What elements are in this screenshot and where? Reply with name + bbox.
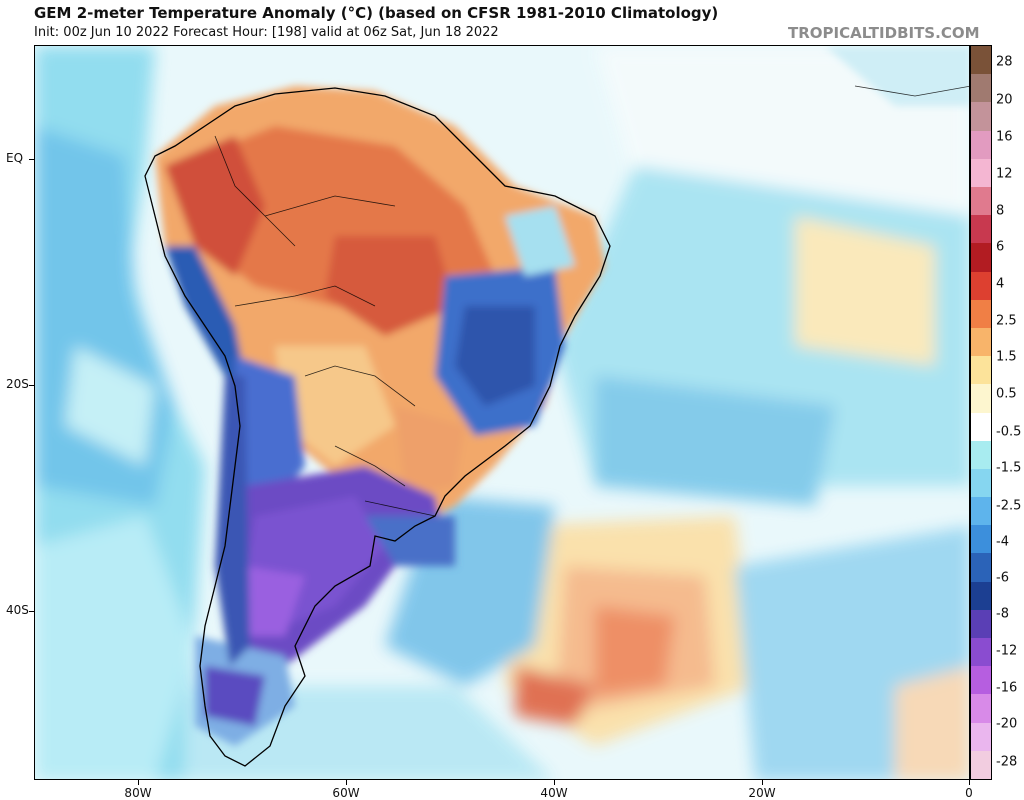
colorbar-label: 6 (996, 239, 1005, 255)
colorbar-label: 4 (996, 276, 1005, 292)
lat-tick-mark (29, 611, 34, 612)
colorbar-segment (971, 299, 991, 329)
lon-tick-mark (138, 780, 139, 785)
colorbar-label: -8 (996, 606, 1009, 622)
colorbar-segment (971, 440, 991, 470)
lat-tick-mark (29, 385, 34, 386)
colorbar-segment (971, 243, 991, 273)
colorbar-label: -1.5 (996, 460, 1022, 476)
colorbar-segment (971, 186, 991, 216)
lat-label-20s: 20S (6, 377, 29, 391)
colorbar-segment (971, 215, 991, 244)
lat-tick-mark (29, 159, 34, 160)
colorbar-segment (971, 356, 991, 385)
lon-tick-mark (969, 780, 970, 785)
colorbar-segment (971, 553, 991, 583)
colorbar-segment (971, 46, 991, 75)
lat-label-eq: EQ (6, 151, 24, 165)
colorbar-label: 16 (996, 129, 1013, 145)
colorbar-label: 28 (996, 54, 1013, 70)
lon-tick-mark (346, 780, 347, 785)
colorbar-segment (971, 638, 991, 667)
colorbar-label: -0.5 (996, 424, 1022, 440)
colorbar-label: 0.5 (996, 386, 1017, 402)
colorbar-label: 12 (996, 166, 1013, 182)
lon-label-80w: 80W (124, 786, 152, 800)
colorbar-label: -12 (996, 643, 1018, 659)
lon-label-40w: 40W (540, 786, 568, 800)
lat-label-40s: 40S (6, 603, 29, 617)
colorbar-label: 2.5 (996, 313, 1017, 329)
colorbar-segment (971, 497, 991, 526)
colorbar-label: 8 (996, 203, 1005, 219)
colorbar-segment (971, 158, 991, 188)
colorbar-segment (971, 609, 991, 639)
colorbar-segment (971, 468, 991, 498)
colorbar-segment (971, 102, 991, 132)
colorbar (970, 45, 992, 780)
colorbar-label: 20 (996, 92, 1013, 108)
colorbar-segment (971, 271, 991, 301)
colorbar-segment (971, 74, 991, 103)
brand-watermark: TROPICALTIDBITS.COM (788, 24, 980, 42)
colorbar-segment (971, 666, 991, 695)
colorbar-label: 1.5 (996, 349, 1017, 365)
colorbar-segment (971, 130, 991, 160)
colorbar-segment (971, 750, 991, 779)
lon-label-20w: 20W (748, 786, 776, 800)
anomaly-map (34, 45, 970, 780)
colorbar-segment (971, 525, 991, 554)
lon-tick-mark (762, 780, 763, 785)
colorbar-label: -20 (996, 716, 1018, 732)
colorbar-label: -6 (996, 570, 1009, 586)
lon-tick-mark (554, 780, 555, 785)
colorbar-label: -4 (996, 534, 1009, 550)
anomaly-field (35, 46, 969, 779)
lon-label-0: 0 (965, 786, 973, 800)
colorbar-segment (971, 694, 991, 724)
chart-subtitle: Init: 00z Jun 10 2022 Forecast Hour: [19… (34, 25, 499, 40)
colorbar-segment (971, 412, 991, 442)
colorbar-segment (971, 722, 991, 752)
colorbar-label: -28 (996, 754, 1018, 770)
lon-label-60w: 60W (332, 786, 360, 800)
colorbar-label: -2.5 (996, 498, 1022, 514)
colorbar-segment (971, 581, 991, 611)
colorbar-segment (971, 327, 991, 357)
chart-title: GEM 2-meter Temperature Anomaly (°C) (ba… (34, 4, 719, 22)
colorbar-label: -16 (996, 680, 1018, 696)
colorbar-segment (971, 384, 991, 413)
